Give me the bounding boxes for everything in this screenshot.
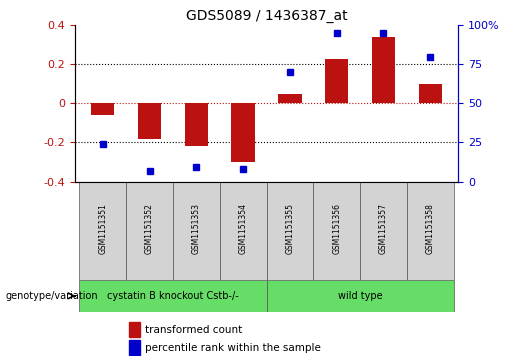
Bar <box>79 182 126 280</box>
Bar <box>360 182 407 280</box>
Bar <box>138 103 161 139</box>
Text: transformed count: transformed count <box>145 325 243 335</box>
Text: GSM1151355: GSM1151355 <box>285 203 295 254</box>
Text: wild type: wild type <box>338 291 383 301</box>
Bar <box>267 182 313 280</box>
Bar <box>278 94 302 103</box>
Bar <box>185 103 208 146</box>
Bar <box>129 340 140 355</box>
Text: genotype/variation: genotype/variation <box>5 291 98 301</box>
Bar <box>372 37 395 103</box>
Text: GSM1151356: GSM1151356 <box>332 203 341 254</box>
Text: cystatin B knockout Cstb-/-: cystatin B knockout Cstb-/- <box>107 291 239 301</box>
Text: GSM1151354: GSM1151354 <box>238 203 248 254</box>
Bar <box>267 280 454 312</box>
Text: percentile rank within the sample: percentile rank within the sample <box>145 343 321 353</box>
Bar <box>220 182 267 280</box>
Text: GSM1151357: GSM1151357 <box>379 203 388 254</box>
Text: GSM1151353: GSM1151353 <box>192 203 201 254</box>
Bar <box>407 182 454 280</box>
Title: GDS5089 / 1436387_at: GDS5089 / 1436387_at <box>186 9 347 23</box>
Bar <box>173 182 220 280</box>
Bar <box>419 84 442 103</box>
Bar <box>79 280 267 312</box>
Text: GSM1151351: GSM1151351 <box>98 203 107 254</box>
Bar <box>129 322 140 337</box>
Text: GSM1151358: GSM1151358 <box>426 203 435 254</box>
Text: GSM1151352: GSM1151352 <box>145 203 154 254</box>
Bar <box>126 182 173 280</box>
Bar <box>231 103 255 162</box>
Bar <box>325 58 348 103</box>
Bar <box>313 182 360 280</box>
Bar <box>91 103 114 115</box>
